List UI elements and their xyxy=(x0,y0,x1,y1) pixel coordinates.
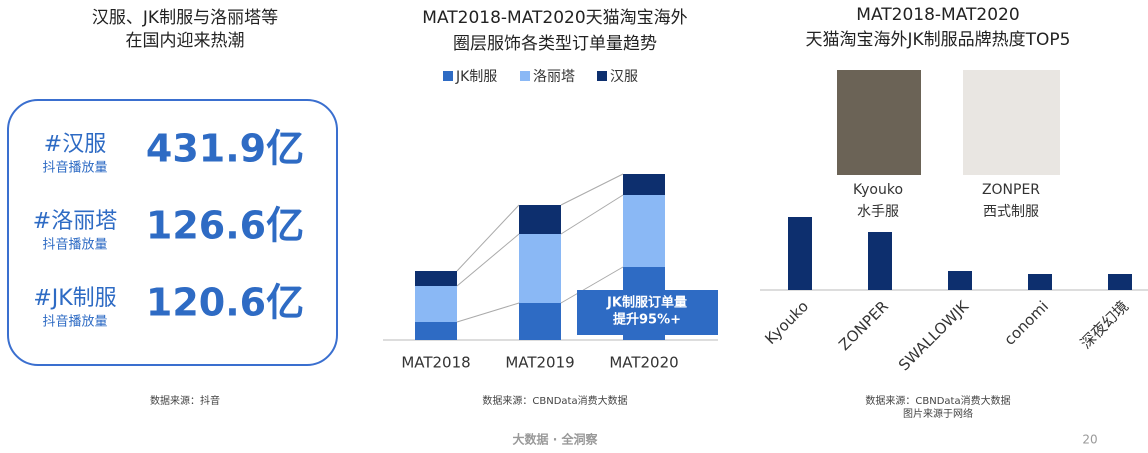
page-number: 20 xyxy=(1082,433,1097,447)
legend-label: JK制服 xyxy=(455,69,497,85)
source: 数据来源：CBNData消费大数据 xyxy=(482,394,627,407)
photo xyxy=(837,70,921,175)
source: 数据来源：抖音 xyxy=(150,394,220,407)
caption: Kyouko xyxy=(853,182,903,198)
panel-title: 汉服、JK制服与洛丽塔等 xyxy=(92,8,278,28)
legend-label: 洛丽塔 xyxy=(533,69,575,85)
photo xyxy=(963,70,1060,175)
caption: ZONPER xyxy=(982,182,1040,198)
item-tag: #汉服 xyxy=(44,132,106,157)
chart-title: MAT2018-MAT2020天猫淘宝海外 xyxy=(422,8,687,28)
caption: 水手服 xyxy=(857,204,899,220)
chart-title: MAT2018-MAT2020 xyxy=(856,5,1019,25)
x-tick-label: SWALLOWJK xyxy=(895,296,973,374)
bar-segment xyxy=(415,271,457,286)
bar-segment xyxy=(519,303,561,340)
chart-title: 天猫淘宝海外JK制服品牌热度TOP5 xyxy=(806,30,1071,50)
caption: 西式制服 xyxy=(983,204,1039,220)
annotation: JK制服订单量 xyxy=(606,295,687,311)
legend-swatch xyxy=(597,71,607,81)
x-tick-label: Kyouko xyxy=(761,297,812,348)
chart-title: 圈层服饰各类型订单量趋势 xyxy=(453,34,657,54)
x-tick-label: 深夜幻境 xyxy=(1077,297,1132,352)
bar-segment xyxy=(623,174,665,195)
bar xyxy=(1028,274,1052,290)
x-tick-label: MAT2019 xyxy=(505,354,574,372)
bar xyxy=(1108,274,1132,290)
legend-swatch xyxy=(520,71,530,81)
bar-segment xyxy=(519,205,561,234)
footer: 大数据 · 全洞察 xyxy=(513,432,599,447)
bar-segment xyxy=(415,286,457,322)
connector xyxy=(560,266,624,304)
x-tick-label: MAT2020 xyxy=(609,354,678,372)
connector xyxy=(456,204,520,272)
source: 数据来源：CBNData消费大数据 xyxy=(865,394,1010,407)
bar xyxy=(948,271,972,290)
connector xyxy=(456,302,520,323)
item-value: 431.9亿 xyxy=(146,127,304,171)
panel-box xyxy=(7,99,338,366)
connector xyxy=(456,233,520,287)
item-value: 126.6亿 xyxy=(146,204,304,248)
annotation-box xyxy=(577,290,718,335)
x-tick-label: conomi xyxy=(1000,297,1052,349)
panel-title: 在国内迎来热潮 xyxy=(126,31,245,51)
connector xyxy=(560,194,624,235)
bar xyxy=(868,232,892,290)
bar xyxy=(788,217,812,290)
annotation: 提升95%+ xyxy=(613,312,681,328)
legend-swatch xyxy=(443,71,453,81)
legend-label: 汉服 xyxy=(610,69,638,85)
bar-segment xyxy=(415,322,457,340)
x-tick-label: MAT2018 xyxy=(401,354,470,372)
item-sub: 抖音播放量 xyxy=(42,160,107,176)
item-sub: 抖音播放量 xyxy=(42,237,107,253)
source: 图片来源于网络 xyxy=(903,407,973,420)
connector xyxy=(560,173,624,206)
item-value: 120.6亿 xyxy=(146,281,304,325)
item-tag: #JK制服 xyxy=(33,286,116,311)
bar-segment xyxy=(623,195,665,267)
item-tag: #洛丽塔 xyxy=(33,209,117,234)
bar-segment xyxy=(519,234,561,303)
item-sub: 抖音播放量 xyxy=(42,314,107,330)
x-tick-label: ZONPER xyxy=(835,297,892,354)
